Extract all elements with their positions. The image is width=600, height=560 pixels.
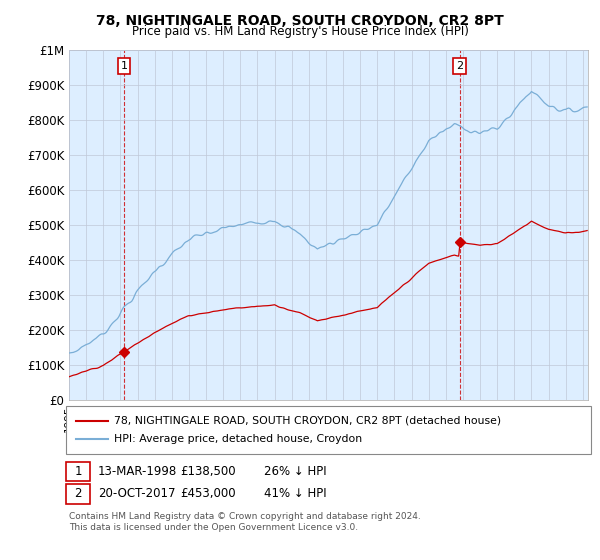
Text: 1: 1 bbox=[74, 465, 82, 478]
Text: HPI: Average price, detached house, Croydon: HPI: Average price, detached house, Croy… bbox=[114, 434, 362, 444]
Text: Price paid vs. HM Land Registry's House Price Index (HPI): Price paid vs. HM Land Registry's House … bbox=[131, 25, 469, 38]
Text: 2: 2 bbox=[74, 487, 82, 501]
Text: 1: 1 bbox=[121, 61, 127, 71]
Text: 26% ↓ HPI: 26% ↓ HPI bbox=[264, 465, 326, 478]
Text: Contains HM Land Registry data © Crown copyright and database right 2024.
This d: Contains HM Land Registry data © Crown c… bbox=[69, 512, 421, 532]
Text: 78, NIGHTINGALE ROAD, SOUTH CROYDON, CR2 8PT: 78, NIGHTINGALE ROAD, SOUTH CROYDON, CR2… bbox=[96, 14, 504, 28]
Text: 78, NIGHTINGALE ROAD, SOUTH CROYDON, CR2 8PT (detached house): 78, NIGHTINGALE ROAD, SOUTH CROYDON, CR2… bbox=[114, 416, 501, 426]
Text: 41% ↓ HPI: 41% ↓ HPI bbox=[264, 487, 326, 501]
Text: 13-MAR-1998: 13-MAR-1998 bbox=[98, 465, 177, 478]
Text: £453,000: £453,000 bbox=[180, 487, 236, 501]
Text: £138,500: £138,500 bbox=[180, 465, 236, 478]
Text: 20-OCT-2017: 20-OCT-2017 bbox=[98, 487, 175, 501]
Text: 2: 2 bbox=[456, 61, 463, 71]
